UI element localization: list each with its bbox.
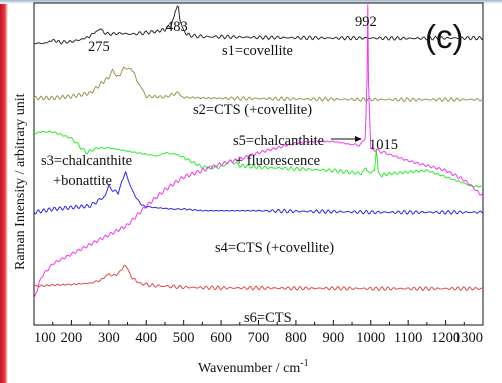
- series-line-6: [33, 265, 484, 291]
- series-line-3: [33, 130, 483, 188]
- series-line-2: [33, 66, 484, 102]
- series-label-s3-line1: s3=chalcanthite: [41, 153, 132, 169]
- series-label-s6: s6=CTS: [244, 310, 292, 326]
- series-label-s3-line2: +bonattite: [53, 173, 112, 189]
- series-label-s1: s1=covellite: [222, 43, 293, 59]
- peak-label-1015: 1015: [369, 137, 398, 153]
- panel-label: (c): [425, 18, 463, 55]
- x-tick-label-1100: 1100: [394, 330, 422, 346]
- x-tick-label-600: 600: [210, 330, 232, 346]
- s5-pointer-arrowhead: [355, 136, 362, 142]
- x-axis-title-text: Wavenumber / cm: [198, 361, 300, 376]
- x-tick-label-100: 100: [34, 330, 56, 346]
- left-edge-stripe: [0, 0, 8, 383]
- peak-label-992: 992: [355, 14, 377, 30]
- series-label-s5-line2: + fluorescence: [235, 153, 320, 169]
- x-tick-label-800: 800: [285, 330, 307, 346]
- x-tick-label-1200: 1200: [431, 330, 460, 346]
- series-label-s2: s2=CTS (+covellite): [193, 102, 312, 118]
- x-tick-label-700: 700: [248, 330, 270, 346]
- series-line-1: [33, 5, 484, 45]
- x-axis-title: Wavenumber / cm-1: [198, 358, 309, 376]
- series-line-5: [33, 171, 484, 215]
- x-tick-label-1300: 1300: [454, 330, 483, 346]
- x-tick-label-400: 400: [135, 330, 157, 346]
- x-tick-label-900: 900: [322, 330, 344, 346]
- x-axis-ticks: 100 200 300 400 500 600 700 800 900 1000 1100 12001…: [33, 320, 484, 346]
- x-tick-label-500: 500: [173, 330, 195, 346]
- peak-label-275: 275: [88, 39, 110, 55]
- series-layer: [33, 4, 484, 299]
- x-axis-title-superscript: -1: [300, 358, 308, 369]
- series-label-s5-line1: s5=chalcanthite: [233, 133, 324, 149]
- x-tick-label-200: 200: [61, 330, 83, 346]
- peak-label-483: 483: [166, 19, 188, 35]
- x-tick-label-1000: 1000: [356, 330, 385, 346]
- y-axis-title: Raman Intensity / arbitrary unit: [13, 93, 28, 270]
- x-tick-label-300: 300: [98, 330, 120, 346]
- series-label-s4: s4=CTS (+covellite): [215, 240, 334, 256]
- top-edge-stripe: [0, 0, 502, 4]
- series-line-4: [33, 4, 484, 299]
